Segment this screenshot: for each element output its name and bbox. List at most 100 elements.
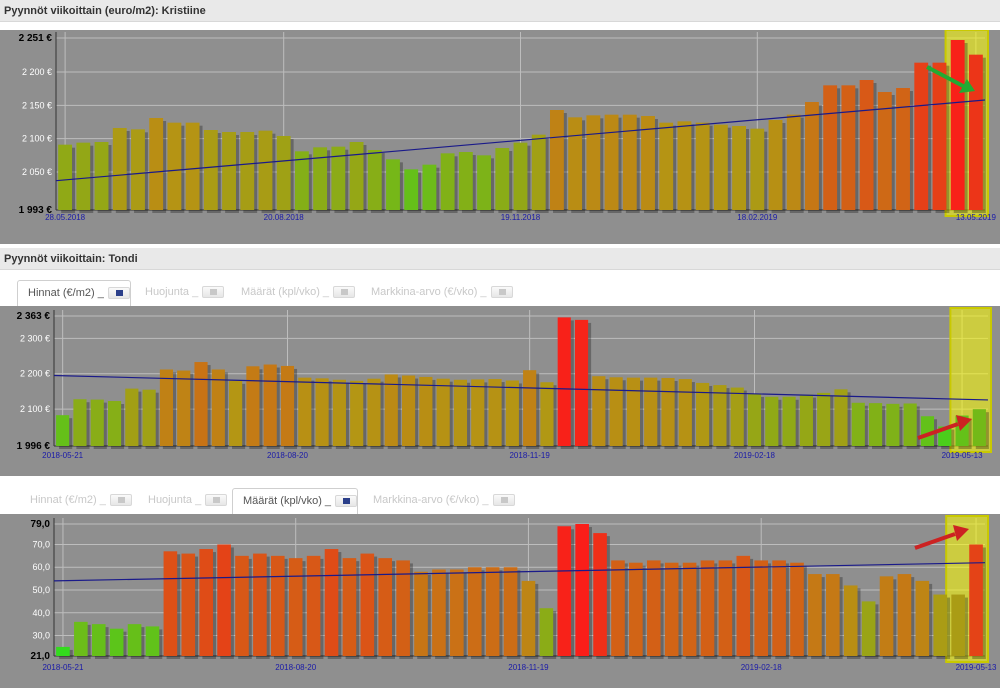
bar (131, 129, 145, 210)
bar (677, 121, 692, 210)
y-tick-label: 30,0 (32, 631, 50, 641)
bar (404, 169, 419, 210)
bar (732, 126, 747, 210)
bar (149, 118, 164, 210)
x-tick-label: 2019-05-13 (942, 451, 983, 460)
x-tick-label: 13.05.2019 (956, 213, 997, 222)
export-icon[interactable] (205, 494, 228, 507)
bar (127, 624, 142, 656)
bar (263, 364, 277, 446)
bar (808, 574, 822, 656)
x-tick-label: 2019-02-18 (734, 451, 775, 460)
bar (823, 85, 838, 210)
bar (950, 40, 965, 210)
bar (495, 148, 510, 210)
bar (246, 366, 260, 446)
bar (695, 122, 710, 210)
bar (586, 115, 601, 210)
pointer-arrow-icon (926, 65, 975, 93)
bar (298, 377, 312, 446)
bar (177, 370, 191, 446)
bar (805, 102, 819, 210)
bar (920, 416, 935, 446)
export-icon[interactable] (492, 494, 515, 507)
bar (664, 562, 679, 656)
x-tick-label: 2018-08-20 (275, 663, 316, 672)
bar (765, 396, 779, 446)
tondi-chart-title: Pyynnöt viikoittain: Tondi (0, 248, 1000, 270)
export-icon[interactable] (490, 286, 513, 299)
bar (790, 562, 804, 656)
bar (235, 555, 249, 656)
y-tick-label: 50,0 (32, 585, 50, 595)
bar (422, 164, 437, 210)
bar (432, 569, 446, 656)
bar (109, 628, 124, 656)
bar (332, 379, 346, 446)
bar (896, 88, 910, 210)
tab-counts[interactable]: Määrät (kpl/vko) _ (232, 488, 359, 514)
bar (886, 403, 900, 446)
bar (350, 380, 364, 446)
y-tick-label: 2 363 € (17, 311, 51, 322)
bar (713, 385, 727, 446)
bar (772, 560, 786, 656)
bar (181, 553, 196, 656)
bar (315, 378, 329, 446)
tab-market-value[interactable]: Markkina-arvo (€/vko) _ (363, 488, 515, 514)
x-tick-label: 2018-11-19 (509, 451, 550, 460)
tab-counts[interactable]: Määrät (kpl/vko) _ (231, 280, 356, 306)
y-tick-label: 1 993 € (19, 205, 53, 216)
tab-volatility[interactable]: Huojunta _ (138, 488, 228, 514)
bar (747, 393, 762, 446)
x-tick-label: 2018-05-21 (42, 451, 83, 460)
tab-counts-label: Määrät (kpl/vko) _ (243, 495, 332, 507)
bar (258, 130, 273, 210)
export-icon[interactable] (109, 494, 132, 507)
tab-market-value[interactable]: Markkina-arvo (€/vko) _ (361, 280, 513, 306)
trend-line (55, 99, 986, 182)
tab-volatility[interactable]: Huojunta _ (135, 280, 225, 306)
bar (485, 567, 500, 656)
bar (74, 621, 88, 656)
bar (94, 142, 109, 210)
bar (471, 379, 485, 446)
bar (280, 365, 295, 446)
pointer-arrow-icon (914, 525, 969, 550)
bar (276, 136, 291, 210)
export-icon[interactable] (202, 286, 225, 299)
tab-volatility-label: Huojunta _ (145, 286, 199, 298)
export-icon[interactable] (107, 287, 130, 300)
bar (622, 114, 637, 210)
bar (557, 526, 572, 656)
bar (678, 379, 692, 446)
bar (969, 544, 983, 656)
y-tick-label: 40,0 (32, 608, 50, 618)
y-tick-label: 2 200 € (20, 369, 50, 379)
export-icon[interactable] (333, 286, 356, 299)
tab-prices[interactable]: Hinnat (€/m2) _ (20, 488, 132, 514)
tab-market-value-label: Markkina-arvo (€/vko) _ (371, 286, 487, 298)
bar (626, 377, 640, 446)
export-icon[interactable] (335, 495, 358, 508)
trend-line (53, 374, 989, 401)
bar (199, 549, 213, 656)
x-tick-label: 18.02.2019 (737, 213, 778, 222)
kristiine-price-chart: 2 251 € 2 200 € 2 150 € 2 100 € 2 050 € 1 993… (0, 30, 1000, 244)
bar (859, 80, 874, 210)
y-tick-label: 1 996 € (17, 441, 51, 452)
bar (661, 377, 675, 446)
bar (349, 142, 364, 210)
bar (229, 380, 243, 446)
tab-prices[interactable]: Hinnat (€/m2) _ (17, 280, 131, 306)
bar (313, 147, 328, 210)
y-tick-label: 2 100 € (22, 134, 52, 144)
tondi-price-chart: 2 363 €2 300 €2 200 €2 100 €1 996 €2018-… (0, 306, 1000, 476)
bar (91, 624, 106, 656)
bar (402, 375, 416, 446)
tondi-tabbar-top: Hinnat (€/m2) _ Huojunta _ Määrät (kpl/v… (0, 272, 1000, 306)
bar (932, 62, 947, 210)
bar (611, 560, 625, 656)
bar (163, 551, 178, 656)
y-tick-label: 79,0 (31, 519, 51, 530)
